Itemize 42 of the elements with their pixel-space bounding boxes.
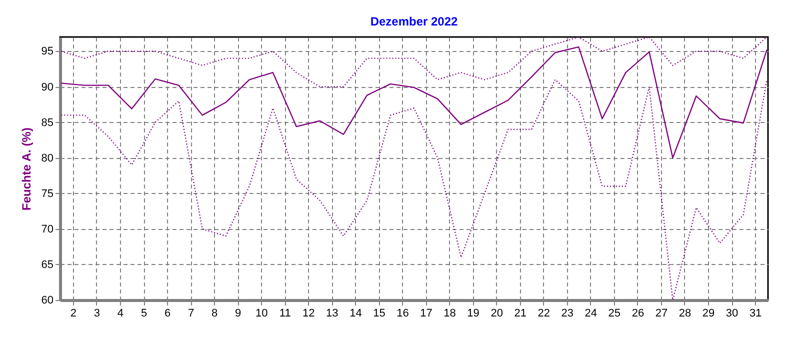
x-tick-label: 18 [444,308,456,320]
y-tick-label: 70 [41,223,54,236]
x-tick-label: 4 [117,308,124,320]
x-tick-label: 26 [632,308,644,320]
x-tick-label: 22 [538,308,550,320]
x-tick-label: 14 [350,308,362,320]
y-tick-label: 95 [41,46,54,58]
x-tick-label: 20 [490,308,503,320]
y-tick-label: 75 [41,188,54,200]
x-tick-label: 12 [302,308,315,320]
x-tick-label: 31 [749,308,762,320]
line-series [60,46,768,158]
x-tick-label: 9 [235,308,242,320]
x-tick-label: 8 [212,308,218,320]
x-tick-label: 15 [373,308,386,320]
x-tick-label: 3 [94,308,100,320]
x-tick-label: 27 [655,308,668,320]
y-tick-label: 60 [41,294,54,306]
x-tick-label: 17 [420,308,432,320]
x-tick-label: 29 [702,308,715,320]
chart-title: Dezember 2022 [370,14,458,28]
y-tick-label: 80 [41,152,54,164]
y-tick-label: 85 [41,116,54,129]
x-tick-label: 6 [164,308,171,320]
x-tick-label: 10 [255,308,268,320]
line-series [60,36,768,88]
x-tick-label: 25 [608,308,621,320]
y-axis-title: Feuchte A. (%) [19,128,34,210]
x-tick-label: 30 [726,308,738,320]
x-tick-label: 13 [326,308,338,320]
y-tick-label: 90 [41,81,54,94]
x-tick-label: 28 [678,308,692,320]
x-tick-label: 5 [140,308,148,320]
x-tick-label: 24 [584,308,598,320]
x-tick-label: 7 [188,308,194,320]
x-tick-label: 23 [561,308,574,320]
x-tick-label: 16 [396,308,409,320]
x-tick-label: 19 [467,308,480,320]
x-tick-label: 11 [279,308,291,320]
x-tick-label: 2 [70,308,76,320]
x-tick-label: 21 [514,308,526,320]
y-tick-label: 65 [41,258,54,271]
